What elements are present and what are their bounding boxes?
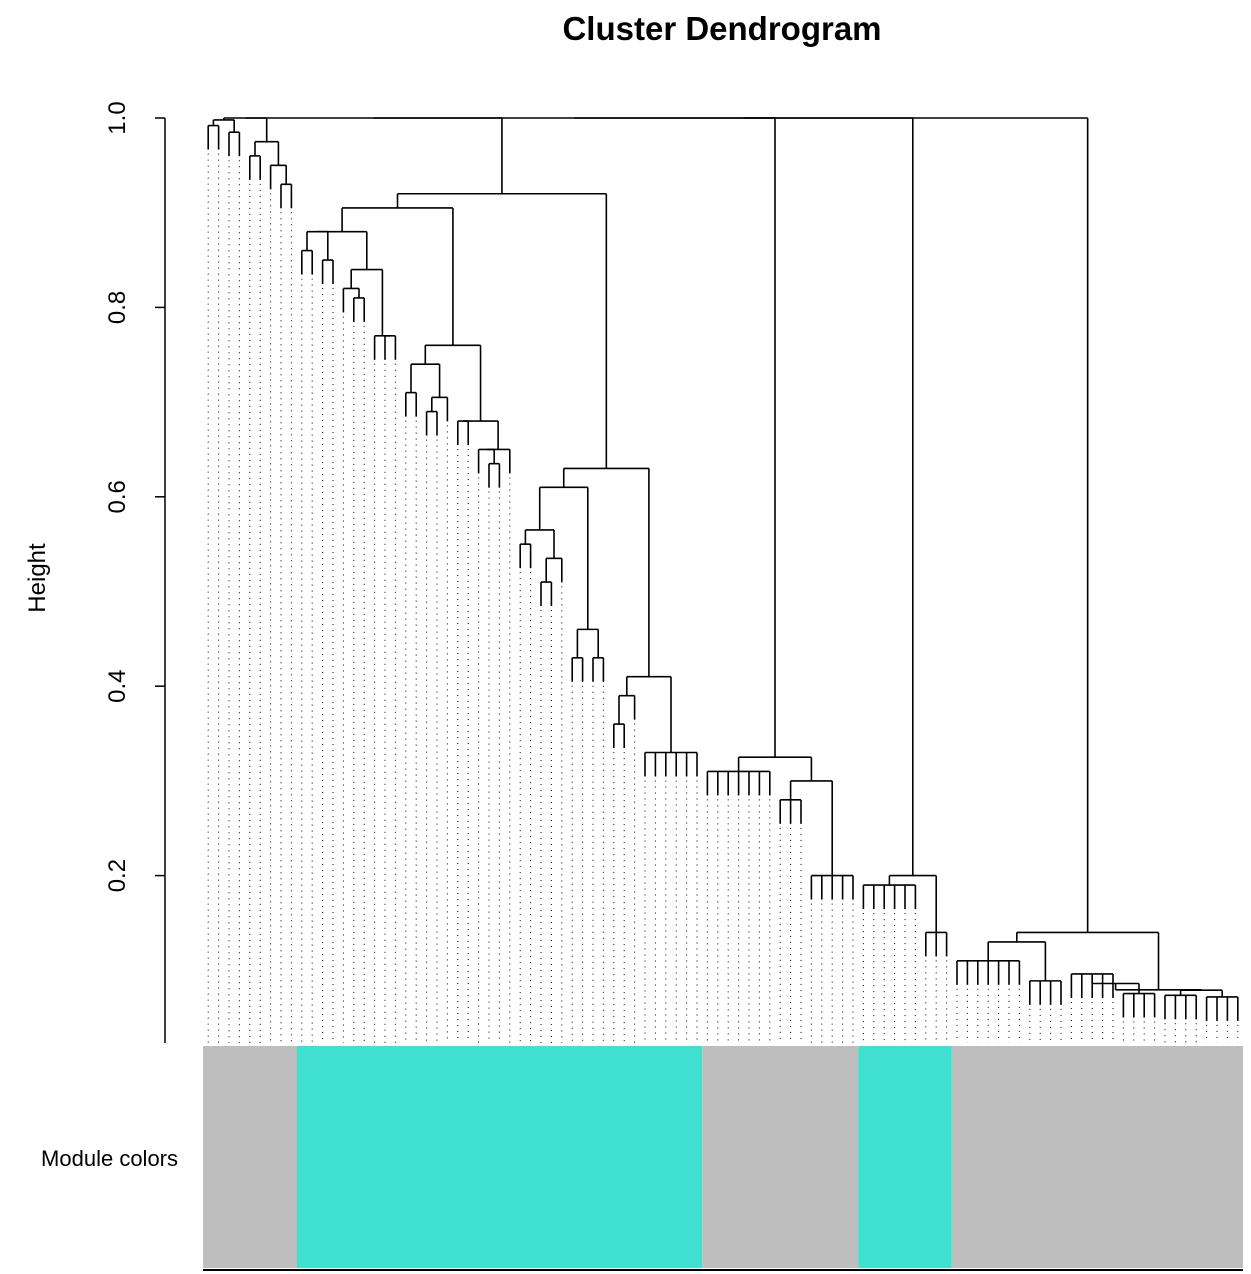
y-tick-label: 0.6 xyxy=(104,480,131,513)
module-color-segment xyxy=(702,1046,859,1268)
y-tick-label: 0.2 xyxy=(104,859,131,892)
dendrogram-leaves xyxy=(207,153,1239,1043)
module-color-segment xyxy=(296,1046,703,1268)
module-color-segment xyxy=(951,1046,1243,1268)
dendrogram-tree xyxy=(207,117,1239,1021)
module-color-segment xyxy=(203,1046,297,1268)
chart-title: Cluster Dendrogram xyxy=(562,10,881,47)
module-color-segment xyxy=(858,1046,952,1268)
module-colors-label: Module colors xyxy=(41,1146,178,1171)
y-tick-label: 1.0 xyxy=(104,101,131,134)
y-axis-label: Height xyxy=(24,543,51,613)
y-axis: 0.2 0.4 0.6 0.8 1.0 xyxy=(104,101,166,1043)
y-tick-label: 0.8 xyxy=(104,291,131,324)
y-tick-label: 0.4 xyxy=(104,670,131,703)
module-color-bar xyxy=(203,1046,1243,1268)
